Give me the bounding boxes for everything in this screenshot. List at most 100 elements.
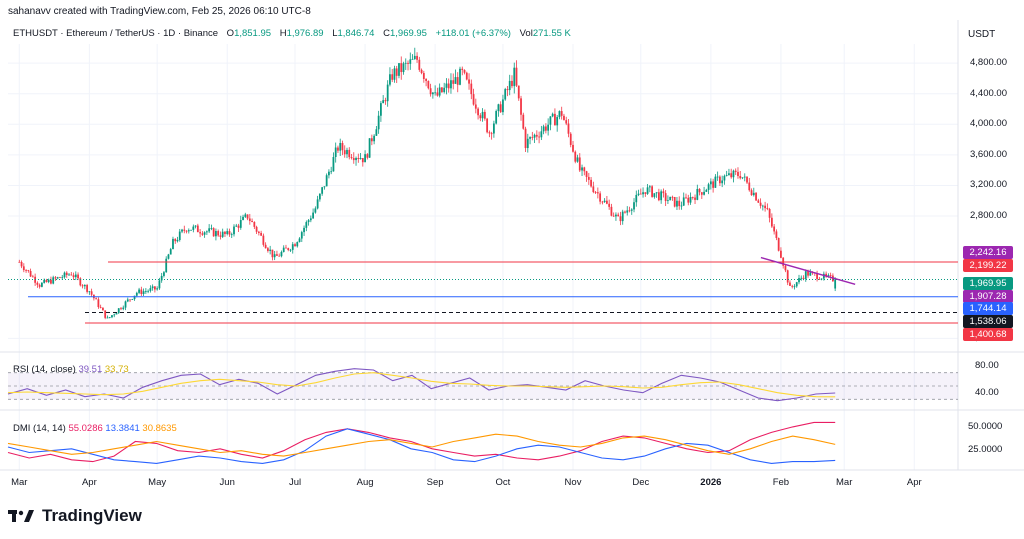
candle-body xyxy=(563,115,565,121)
candle-body xyxy=(395,68,398,76)
time-axis-label: Aug xyxy=(356,477,374,488)
candle-body xyxy=(592,186,595,193)
candle-body xyxy=(169,249,172,255)
candle-body xyxy=(323,186,326,188)
candle-body xyxy=(79,278,82,286)
price-axis-label: 4,800.00 xyxy=(970,57,1007,69)
time-axis-label: Jul xyxy=(288,477,302,488)
candle-body xyxy=(789,282,791,286)
candle-body xyxy=(244,214,247,217)
price-tag: 2,199.22 xyxy=(963,259,1013,272)
candle-body xyxy=(682,197,685,206)
candle-body xyxy=(465,72,468,80)
candle-body xyxy=(407,62,409,64)
candle-body xyxy=(375,129,378,136)
price-axis-label: 3,600.00 xyxy=(970,148,1007,160)
candle-body xyxy=(807,271,809,276)
candle-body xyxy=(524,128,527,149)
high-value: 1,976.89 xyxy=(286,28,324,39)
candle-body xyxy=(691,197,694,198)
candle-body xyxy=(680,205,683,207)
candle-body xyxy=(673,197,676,207)
low-label: L xyxy=(332,28,338,39)
candle-body xyxy=(459,68,461,85)
candle-body xyxy=(560,111,563,116)
candle-body xyxy=(822,273,825,279)
candle-body xyxy=(818,279,821,280)
candle-body xyxy=(698,188,701,193)
candle-body xyxy=(700,192,703,195)
candle-body xyxy=(542,126,545,132)
candle-body xyxy=(45,279,48,283)
candle-body xyxy=(499,104,502,113)
candle-body xyxy=(208,228,211,232)
candle-body xyxy=(122,307,125,310)
candle-body xyxy=(120,308,122,310)
candle-body xyxy=(104,310,107,318)
candle-body xyxy=(538,136,540,138)
price-tag: 1,538.06 xyxy=(963,315,1013,328)
candle-body xyxy=(41,282,43,287)
brand-name: TradingView xyxy=(42,506,142,525)
candle-body xyxy=(427,80,430,89)
candle-body xyxy=(314,208,317,213)
candle-body xyxy=(224,231,226,234)
candle-body xyxy=(526,138,529,149)
high-label: H xyxy=(279,28,287,39)
candle-body xyxy=(574,151,577,162)
candle-body xyxy=(664,193,667,202)
candle-body xyxy=(488,132,491,134)
rsi-legend: RSI (14, close) 39.51 33.73 xyxy=(13,364,129,375)
candle-body xyxy=(766,208,769,209)
candle-body xyxy=(226,231,229,234)
candle-body xyxy=(447,83,450,89)
candle-body xyxy=(172,238,174,250)
candle-body xyxy=(628,210,631,212)
candle-body xyxy=(337,147,339,151)
candle-body xyxy=(502,99,504,113)
candle-body xyxy=(551,113,554,117)
candle-body xyxy=(384,100,387,102)
candle-body xyxy=(124,301,127,308)
candle-body xyxy=(151,286,154,289)
candle-body xyxy=(644,192,647,194)
candle-body xyxy=(77,274,79,279)
time-axis-label: Apr xyxy=(906,477,922,488)
candle-body xyxy=(612,215,615,217)
price-axis-label: 4,000.00 xyxy=(970,118,1007,130)
candle-body xyxy=(479,115,482,119)
candle-body xyxy=(233,226,235,235)
candle-body xyxy=(68,274,70,276)
candle-body xyxy=(341,143,344,151)
candle-body xyxy=(621,211,624,222)
candle-body xyxy=(829,275,832,276)
candle-body xyxy=(47,279,50,283)
candle-body xyxy=(271,249,274,258)
candle-body xyxy=(359,158,362,160)
candle-body xyxy=(569,133,572,145)
candle-body xyxy=(759,202,762,206)
candle-body xyxy=(113,314,116,316)
candle-body xyxy=(373,135,376,142)
candle-body xyxy=(267,248,269,251)
candle-body xyxy=(56,277,59,279)
candle-body xyxy=(29,270,32,277)
candle-body xyxy=(187,230,190,232)
candle-body xyxy=(511,80,513,87)
candle-body xyxy=(709,181,712,185)
candle-body xyxy=(174,238,177,242)
candle-body xyxy=(43,279,46,283)
candle-body xyxy=(583,167,586,172)
candle-body xyxy=(165,258,168,273)
candle-body xyxy=(520,98,522,115)
candle-body xyxy=(239,220,242,228)
candle-body xyxy=(131,299,134,300)
candle-body xyxy=(140,289,143,294)
candle-body xyxy=(761,205,764,207)
candle-body xyxy=(142,291,145,294)
candle-body xyxy=(784,265,787,271)
candle-body xyxy=(117,308,120,313)
price-tag: 1,744.14 xyxy=(963,302,1013,315)
time-axis-label: May xyxy=(148,477,167,488)
